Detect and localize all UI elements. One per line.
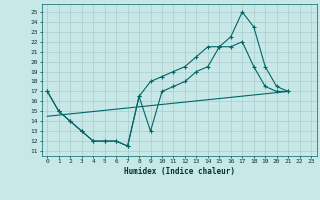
X-axis label: Humidex (Indice chaleur): Humidex (Indice chaleur): [124, 167, 235, 176]
